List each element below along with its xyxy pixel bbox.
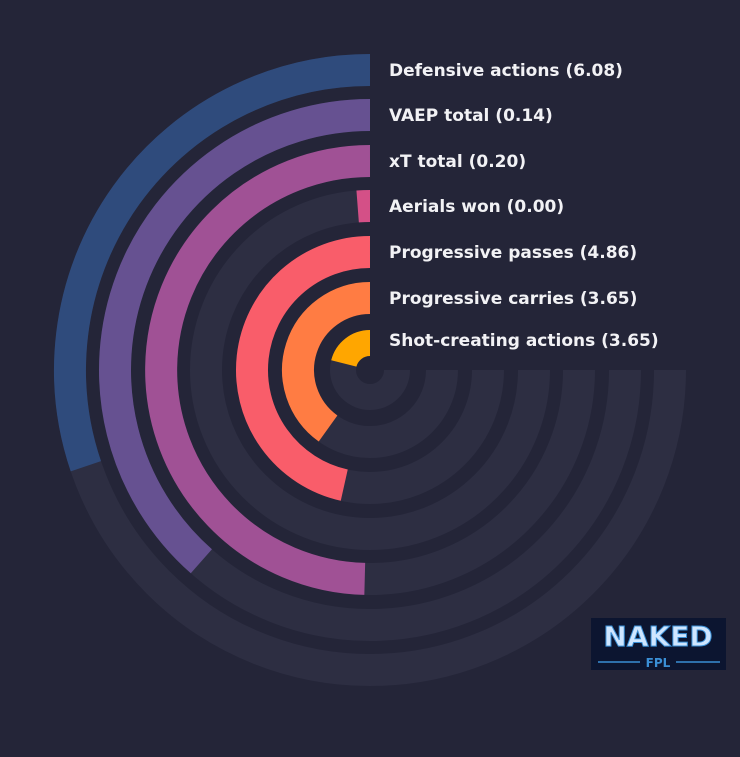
svg-text:NAKED: NAKED (603, 620, 712, 653)
bar-group (54, 54, 371, 595)
bar-label: Progressive carries (3.65) (389, 289, 637, 309)
bar-label: xT total (0.20) (389, 152, 526, 172)
bar-arc (236, 236, 371, 501)
bar-arc (99, 99, 371, 574)
track-ring (190, 190, 550, 550)
bar-arc (145, 145, 371, 595)
bar-label: Progressive passes (4.86) (389, 243, 637, 263)
bar-label: Defensive actions (6.08) (389, 61, 623, 81)
bar-arc (282, 282, 371, 442)
naked-fpl-logo: NAKED FPL (591, 618, 726, 670)
bar-label: Shot-creating actions (3.65) (389, 331, 659, 351)
bar-label: VAEP total (0.14) (389, 106, 553, 126)
bar-arc (331, 330, 371, 368)
bar-label: Aerials won (0.00) (389, 197, 564, 217)
bar-arc (54, 54, 371, 472)
svg-text:FPL: FPL (646, 656, 671, 670)
label-group: Defensive actions (6.08) VAEP total (0.14… (389, 61, 659, 351)
